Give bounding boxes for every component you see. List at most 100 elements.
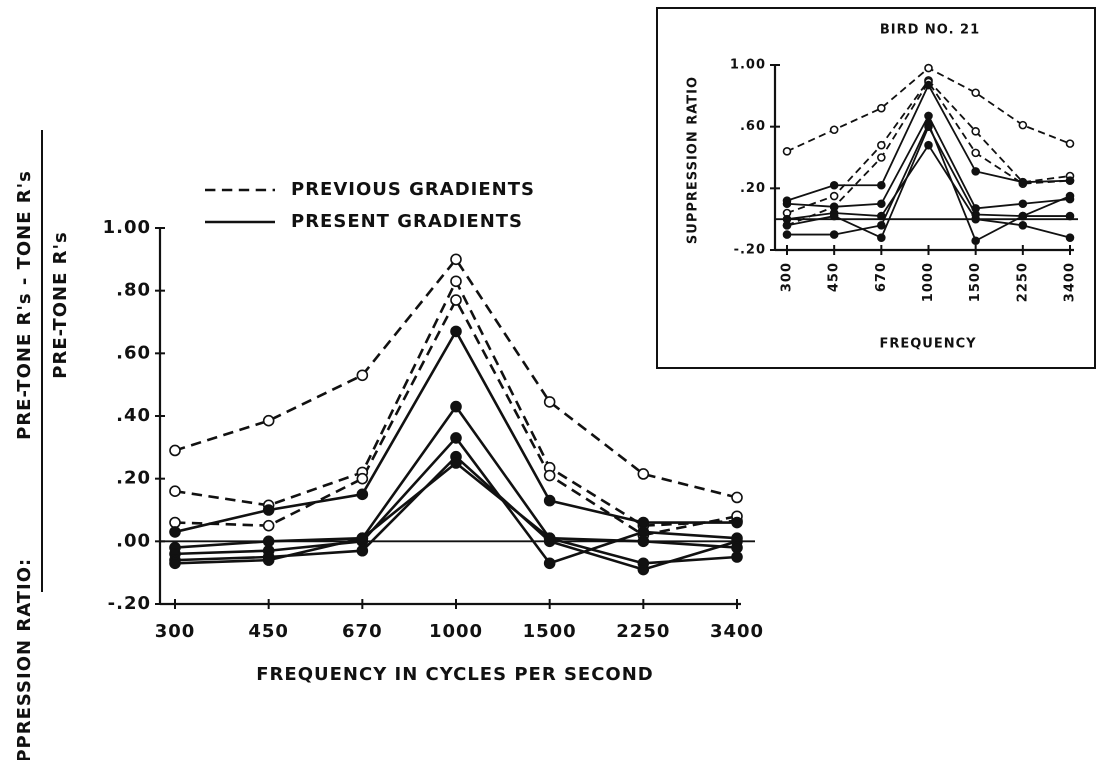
data-point <box>1065 176 1075 185</box>
x-tick-label: 2250 <box>1015 262 1030 302</box>
data-point <box>450 400 462 413</box>
y-axis-label: SUPPRESSION RATIO: <box>14 558 35 760</box>
x-tick-label: 3400 <box>710 621 764 642</box>
inset-frame <box>656 7 1096 369</box>
data-point <box>450 325 462 338</box>
data-point <box>637 563 650 576</box>
data-point <box>782 147 792 156</box>
legend-label: PREVIOUS GRADIENTS <box>291 179 535 200</box>
data-point <box>971 236 980 246</box>
data-point <box>543 532 556 545</box>
data-point <box>971 167 980 176</box>
data-point <box>731 516 743 529</box>
data-point <box>1018 120 1028 130</box>
data-point <box>877 103 886 113</box>
series-line <box>174 404 738 565</box>
y-tick-label: .60 <box>116 342 151 363</box>
data-point <box>924 111 933 121</box>
x-tick-label: 450 <box>248 621 289 642</box>
data-point <box>356 544 369 557</box>
x-tick-label: 450 <box>827 262 842 292</box>
data-point <box>877 199 886 209</box>
data-point <box>829 230 839 239</box>
data-point <box>924 80 933 90</box>
y-axis-label-numerator: PRE-TONE R's - TONE R's <box>14 170 35 440</box>
data-point <box>877 233 886 242</box>
x-tick-label: 670 <box>342 621 383 642</box>
legend-label: PRESENT GRADIENTS <box>291 211 523 232</box>
series-line <box>174 328 737 534</box>
data-point <box>877 221 886 230</box>
data-point <box>1065 139 1075 148</box>
data-point <box>782 230 792 239</box>
x-axis-label: FREQUENCY IN CYCLES PER SECOND <box>256 664 653 685</box>
data-point <box>731 541 743 554</box>
x-tick-label: 1000 <box>921 262 936 302</box>
x-tick-label: 1500 <box>968 262 983 302</box>
data-point <box>169 444 181 457</box>
y-tick-label: .00 <box>116 530 151 551</box>
data-point <box>637 468 650 480</box>
data-point <box>782 221 792 230</box>
data-point <box>1018 211 1028 221</box>
data-point <box>782 199 792 209</box>
y-tick-label: .20 <box>116 468 151 489</box>
data-point <box>829 180 839 190</box>
data-point <box>543 494 556 507</box>
x-tick-label: 300 <box>155 621 196 642</box>
y-tick-label: .80 <box>116 280 151 301</box>
y-tick-label: 1.00 <box>103 217 151 238</box>
data-point <box>450 253 462 266</box>
data-point <box>262 504 275 516</box>
data-point <box>169 557 181 570</box>
data-point <box>637 535 650 548</box>
data-point <box>829 211 839 221</box>
x-tick-label: 1000 <box>429 621 483 642</box>
data-point <box>971 88 980 98</box>
data-point <box>829 125 839 135</box>
data-point <box>1018 199 1028 209</box>
data-point <box>971 126 980 136</box>
y-tick-label: 1.00 <box>730 58 766 73</box>
data-point <box>1018 221 1028 230</box>
data-point <box>169 516 181 529</box>
data-point <box>637 516 650 529</box>
x-tick-label: 2250 <box>616 621 670 642</box>
y-tick-label: -.20 <box>108 593 151 614</box>
data-point <box>971 148 980 158</box>
data-point <box>731 551 743 563</box>
data-point <box>971 210 980 219</box>
data-point <box>1065 211 1075 221</box>
data-point <box>877 153 886 162</box>
y-axis-label: SUPPRESSION RATIO <box>686 76 701 244</box>
data-point <box>877 180 886 190</box>
data-point <box>356 369 369 382</box>
data-point <box>877 140 886 150</box>
y-tick-label: .60 <box>740 119 766 134</box>
data-point <box>543 396 556 408</box>
data-point <box>169 526 181 538</box>
data-point <box>356 488 369 501</box>
data-point <box>637 526 650 538</box>
data-point <box>450 432 462 444</box>
data-point <box>450 457 462 469</box>
y-tick-label: .20 <box>740 181 766 196</box>
y-tick-label: .40 <box>116 405 151 426</box>
data-point <box>169 485 181 498</box>
data-point <box>543 469 556 482</box>
data-point <box>924 122 933 131</box>
data-point <box>262 535 275 548</box>
data-point <box>924 63 933 73</box>
data-point <box>450 294 462 306</box>
chart-title: BIRD NO. 21 <box>880 23 980 38</box>
data-point <box>1065 233 1075 242</box>
y-axis-label-denominator: PRE-TONE R's <box>50 231 71 378</box>
data-point <box>450 275 462 288</box>
data-point <box>731 491 743 504</box>
data-point <box>262 519 275 532</box>
x-axis-label: FREQUENCY <box>879 337 976 352</box>
data-point <box>924 140 933 150</box>
data-point <box>829 191 839 201</box>
data-point <box>1018 177 1028 187</box>
